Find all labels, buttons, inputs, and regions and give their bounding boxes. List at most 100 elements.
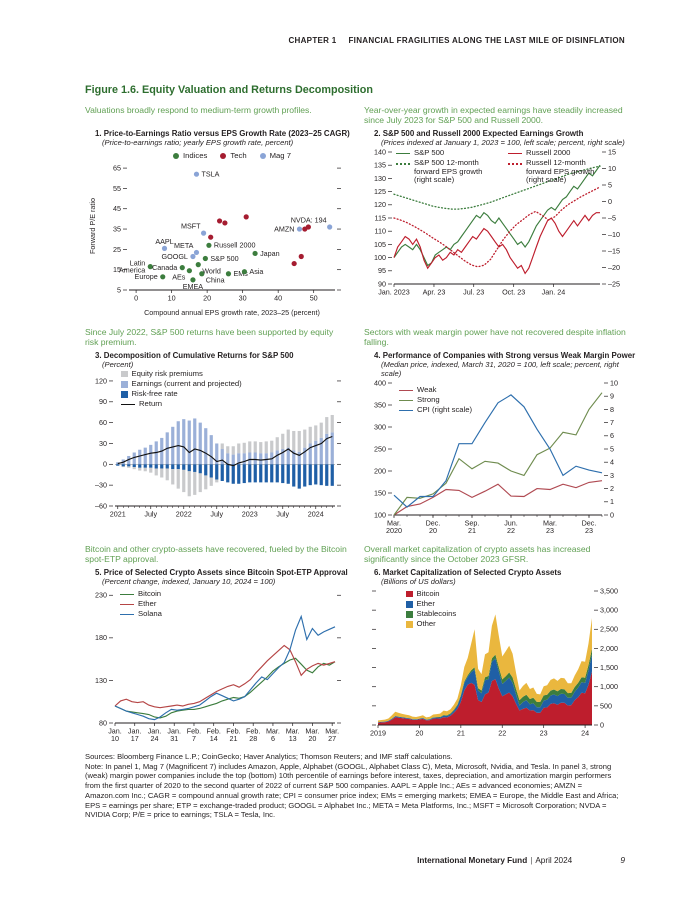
y-tick-label: 300	[374, 422, 386, 431]
bar-segment	[226, 453, 230, 465]
bar-segment	[248, 441, 252, 453]
bar-segment	[127, 466, 131, 468]
scatter-point-label: EMs	[233, 269, 248, 278]
bar-segment	[132, 467, 136, 470]
y-tick-label: 8	[610, 405, 614, 414]
area-bitcoin	[378, 671, 592, 725]
legend-label: Risk-free rate	[131, 389, 178, 399]
legend-swatch-line	[121, 404, 135, 406]
y-tick-label: 90	[378, 279, 386, 288]
panel-2-subtitle: (Prices indexed at January 1, 2023 = 100…	[381, 137, 625, 147]
legend-label: Indices	[183, 150, 208, 160]
y-tick-label: 350	[374, 400, 386, 409]
legend-label: S&P 500	[414, 147, 445, 157]
legend-item: Tech	[220, 151, 247, 161]
panel-3-title: 3. Decomposition of Cumulative Returns f…	[95, 350, 294, 360]
x-tick-label: Jun. 22	[504, 518, 518, 534]
legend-swatch-dotted	[396, 162, 410, 165]
bar-segment	[187, 420, 191, 465]
scatter-point-label: China	[206, 276, 225, 285]
figure-title: Figure 1.6. Equity Valuation and Returns…	[85, 84, 373, 96]
footer-separator: |	[530, 856, 533, 865]
y-tick-label: 7	[610, 418, 614, 427]
x-tick-label: Feb. 14	[207, 726, 221, 742]
panel-4: 4. Performance of Companies with Strong …	[364, 351, 635, 537]
bar-segment	[176, 469, 180, 489]
bar-segment	[182, 464, 186, 470]
y-tick-label: 130	[95, 676, 107, 685]
bar-segment	[231, 464, 235, 484]
x-tick-label: Mar. 27	[325, 726, 339, 742]
bar-segment	[259, 464, 263, 483]
caption-panel-2: Year-over-year growth in expected earnin…	[364, 105, 623, 126]
bar-segment	[275, 437, 279, 451]
y-tick-label: 15	[608, 148, 616, 156]
y-tick-label: 2	[610, 484, 614, 493]
x-tick-label: Mar. 23	[543, 518, 557, 534]
bar-segment	[121, 464, 125, 467]
scatter-point-label: Canada	[152, 263, 177, 272]
y-tick-label: 110	[375, 227, 386, 236]
legend-item: Indices	[173, 150, 208, 161]
bar-segment	[303, 447, 307, 465]
bar-segment	[325, 433, 329, 465]
legend-swatch-square	[406, 621, 413, 628]
sources-line: Sources: Bloomberg Finance L.P.; CoinGec…	[85, 751, 453, 761]
y-tick-label: 1,500	[600, 663, 618, 672]
bar-segment	[143, 467, 147, 472]
series-weak	[393, 480, 603, 516]
panel-3-subtitle: (Percent)	[102, 359, 134, 369]
y-tick-label: –25	[608, 279, 620, 288]
legend-swatch-line	[399, 410, 413, 412]
y-tick-label: 120	[95, 376, 107, 385]
y-tick-label: 35	[113, 224, 121, 233]
y-tick-label: –15	[608, 246, 620, 255]
panel-3-svg: 2021 July 2022 July 2023 July 2024 –60 –30 0 30 60 9…	[95, 376, 341, 518]
bar-segment	[209, 464, 213, 478]
bar-segment	[193, 464, 197, 472]
y-tick-label: 135	[374, 161, 386, 170]
bar-segment	[253, 452, 257, 465]
scatter-point	[225, 271, 232, 277]
bar-segment	[154, 468, 158, 476]
legend-swatch-dot	[259, 153, 266, 160]
x-tick-label: Apr. 23	[423, 287, 446, 296]
panel-1-chart: 0 10 20 30 40 50 5 15 25 35 45 55 65 Compound annual …	[85, 148, 347, 320]
chart-legend: Bitcoin Ether Stablecoins Other	[406, 588, 456, 631]
legend-swatch-line	[508, 152, 522, 154]
y-tick-label: 15	[113, 265, 121, 274]
scatter-point	[216, 218, 223, 224]
bar-segment	[138, 449, 142, 465]
scatter-point-label: Russell 2000	[214, 241, 256, 250]
notes-block: Sources: Bloomberg Finance L.P.; CoinGec…	[85, 752, 626, 820]
legend-swatch-line	[399, 400, 413, 402]
x-tick-label: Jan. 24	[542, 287, 566, 296]
scatter-point-label: World	[202, 267, 221, 276]
chapter-label: CHAPTER 1	[288, 36, 337, 45]
panel-4-subtitle: (Median price, indexed, March 31, 2020 =…	[381, 359, 619, 378]
panel-4-chart: Mar. 2020 Dec. 20 Sep. 21 Jun. 22 Mar. 23 Dec. 23 10…	[364, 379, 626, 537]
bar-segment	[297, 464, 301, 489]
bar-segment	[176, 421, 180, 465]
caption-row-1: Valuations broadly respond to medium-ter…	[85, 105, 626, 126]
bar-segment	[242, 442, 246, 454]
scatter-point-label: AEs	[172, 273, 186, 282]
bar-segment	[319, 464, 323, 486]
legend-label: Bitcoin	[416, 588, 440, 598]
legend-item: Other	[406, 620, 456, 629]
scatter-point	[296, 226, 303, 232]
scatter-point	[160, 274, 166, 280]
panel-2: 2. S&P 500 and Russell 2000 Expected Ear…	[364, 129, 626, 320]
legend-item: Weak	[399, 384, 472, 395]
bar-segment	[138, 464, 142, 468]
x-tick-label: 24	[581, 728, 589, 737]
figure-block: Figure 1.6. Equity Valuation and Returns…	[85, 84, 635, 820]
x-tick-label: Feb. 28	[246, 726, 260, 742]
legend-label: Weak	[417, 384, 437, 394]
bar-segment	[308, 443, 312, 465]
bar-segment	[292, 430, 296, 451]
legend-label: CPI (right scale)	[417, 405, 473, 415]
bar-segment	[132, 464, 136, 468]
scatter-point-label: META	[174, 241, 194, 250]
legend-label: Solana	[138, 609, 162, 619]
